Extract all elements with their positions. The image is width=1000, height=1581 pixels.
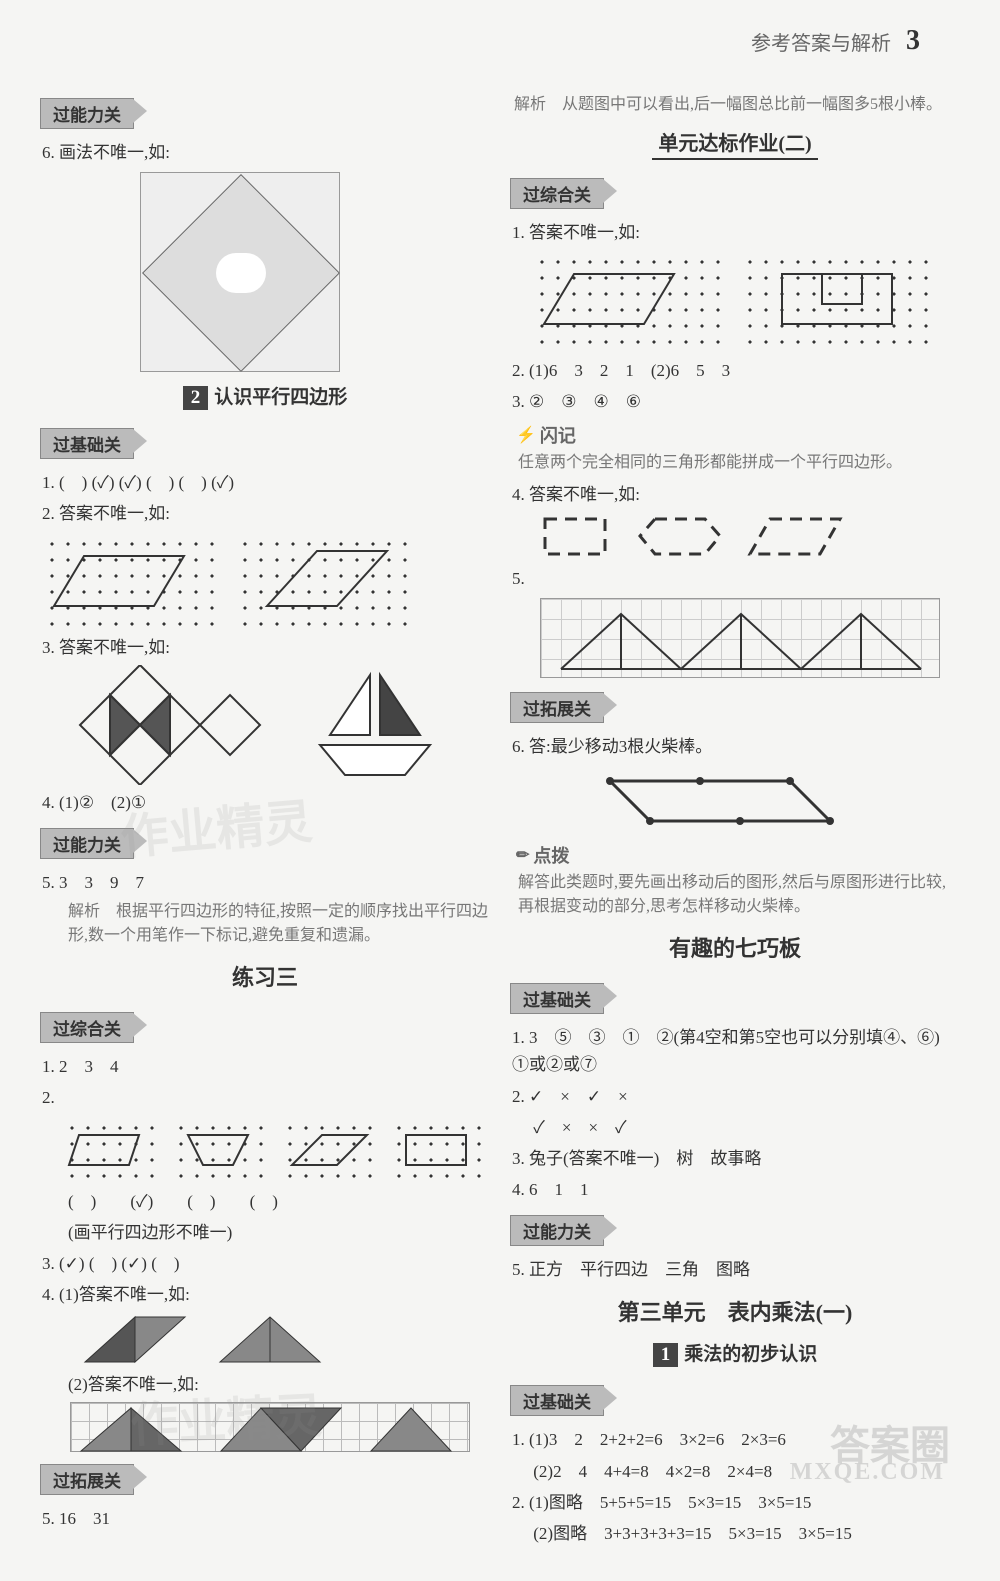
para-dashed-icon — [745, 514, 845, 559]
t-q4-text: 4. 6 1 1 — [510, 1176, 960, 1203]
dianbo-text: 解答此类题时,要先画出移动后的图形,然后与原图形进行比较,再根据变动的部分,思考… — [518, 871, 960, 919]
match-figure — [570, 766, 850, 836]
rect-dashed-icon — [540, 514, 615, 559]
title-tangram: 有趣的七巧板 — [510, 931, 960, 963]
lx-q4b-text: (2)答案不唯一,如: — [40, 1371, 490, 1398]
q2-text: 2. 答案不唯一,如: — [40, 500, 490, 527]
q2-figure-row — [40, 532, 490, 630]
title-unit2: 单元达标作业(二) — [652, 127, 817, 160]
q6-text: 6. 画法不唯一,如: — [40, 139, 490, 166]
q4-text: 4. (1)② (2)① — [40, 789, 490, 816]
note-label-shanji: 闪记 — [516, 422, 960, 448]
top-explain: 解析 从题图中可以看出,后一幅图总比前一幅图多5根小棒。 — [514, 93, 960, 117]
lx-q1-text: 1. 2 3 4 — [40, 1053, 490, 1080]
m-q2a-text: 2. (1)图略 5+5+5=15 5×3=15 3×5=15 — [510, 1489, 960, 1516]
lx-q5-text: 5. 16 31 — [40, 1505, 490, 1532]
tab-comprehensive-2: 过综合关 — [510, 178, 604, 209]
tab-basic-3: 过基础关 — [510, 1385, 604, 1416]
lx-q2-note: (画平行四边形不唯一) — [40, 1219, 490, 1246]
long-grid-figure — [70, 1402, 470, 1452]
tab-ability-1: 过能力关 — [40, 98, 134, 129]
lx-q4-text: 4. (1)答案不唯一,如: — [40, 1281, 490, 1308]
hex-dashed-icon — [635, 514, 725, 559]
boat-figure — [310, 665, 440, 785]
tab-ability-3: 过能力关 — [510, 1215, 604, 1246]
tri-pair-figure — [40, 1312, 490, 1367]
right-column: 解析 从题图中可以看出,后一幅图总比前一幅图多5根小棒。 单元达标作业(二) 过… — [510, 90, 960, 1551]
q3-text: 3. 答案不唯一,如: — [40, 634, 490, 661]
m-q2b-text: (2)图略 3+3+3+3+3=15 5×3=15 3×5=15 — [510, 1520, 960, 1547]
fish-figure — [60, 665, 280, 785]
diamond-figure — [140, 172, 340, 372]
u-q5-text: 5. — [510, 565, 960, 592]
lx-q2-text: 2. — [40, 1084, 490, 1111]
lx-q2-marks: ( ) (✓) ( ) ( ) — [40, 1188, 490, 1215]
u-q1-text: 1. 答案不唯一,如: — [510, 219, 960, 246]
q1-text: 1. ( ) (✓) (✓) ( ) ( ) (✓) — [40, 469, 490, 496]
dotgrid-para-1 — [44, 536, 224, 626]
t-q3-text: 3. 兔子(答案不唯一) 树 故事略 — [510, 1145, 960, 1172]
note-text: 任意两个完全相同的三角形都能拼成一个平行四边形。 — [518, 451, 960, 475]
u-q1-figure-row — [510, 250, 960, 353]
tab-expand-2: 过拓展关 — [510, 692, 604, 723]
note-label-dianbo: 点拨 — [516, 842, 960, 868]
left-column: 过能力关 6. 画法不唯一,如: 2认识平行四边形 过基础关 1. ( ) (✓… — [40, 90, 490, 1551]
tab-basic-1: 过基础关 — [40, 428, 134, 459]
q5-explain: 解析 根据平行四边形的特征,按照一定的顺序找出平行四边形,数一个用笔作一下标记,… — [68, 900, 490, 948]
t-q5-text: 5. 正方 平行四边 三角 图略 — [510, 1256, 960, 1283]
tab-basic-2: 过基础关 — [510, 983, 604, 1014]
u-q3-text: 3. ② ③ ④ ⑥ — [510, 388, 960, 415]
u-q6-text: 6. 答:最少移动3根火柴棒。 — [510, 733, 960, 760]
q3-figure-row — [40, 665, 490, 785]
u-q2-text: 2. (1)6 3 2 1 (2)6 5 3 — [510, 357, 960, 384]
q5-text: 5. 3 3 9 7 — [40, 869, 490, 896]
m-q1b-text: (2)2 4 4+4=8 4×2=8 2×4=8 — [510, 1458, 960, 1485]
lx-q3-text: 3. (✓) ( ) (✓) ( ) — [40, 1250, 490, 1277]
tab-ability-2: 过能力关 — [40, 828, 134, 859]
t-q1-text: 1. 3 ⑤ ③ ① ②(第4空和第5空也可以分别填④、⑥) ①或②或⑦ — [510, 1024, 960, 1078]
header-title: 参考答案与解析 — [751, 27, 891, 56]
title-unit3: 第三单元 表内乘法(一) — [510, 1295, 960, 1327]
grid-triangles — [540, 598, 940, 678]
title-lianxi3: 练习三 — [40, 960, 490, 992]
u-q4-text: 4. 答案不唯一,如: — [510, 481, 960, 508]
page-number: 3 — [906, 25, 920, 57]
t-q2-text: 2. ✓ × ✓ × — [510, 1083, 960, 1110]
title-multiplication: 1乘法的初步认识 — [510, 1339, 960, 1367]
lx-q2-figure-row — [40, 1116, 490, 1184]
tab-comprehensive-1: 过综合关 — [40, 1012, 134, 1043]
shapes-row — [510, 514, 960, 559]
m-q1a-text: 1. (1)3 2 2+2+2=6 3×2=6 2×3=6 — [510, 1426, 960, 1453]
dotgrid-para-2 — [237, 536, 417, 626]
t-q2b-text: ✓ × × ✓ — [510, 1114, 960, 1141]
title-parallelogram: 2认识平行四边形 — [40, 382, 490, 410]
